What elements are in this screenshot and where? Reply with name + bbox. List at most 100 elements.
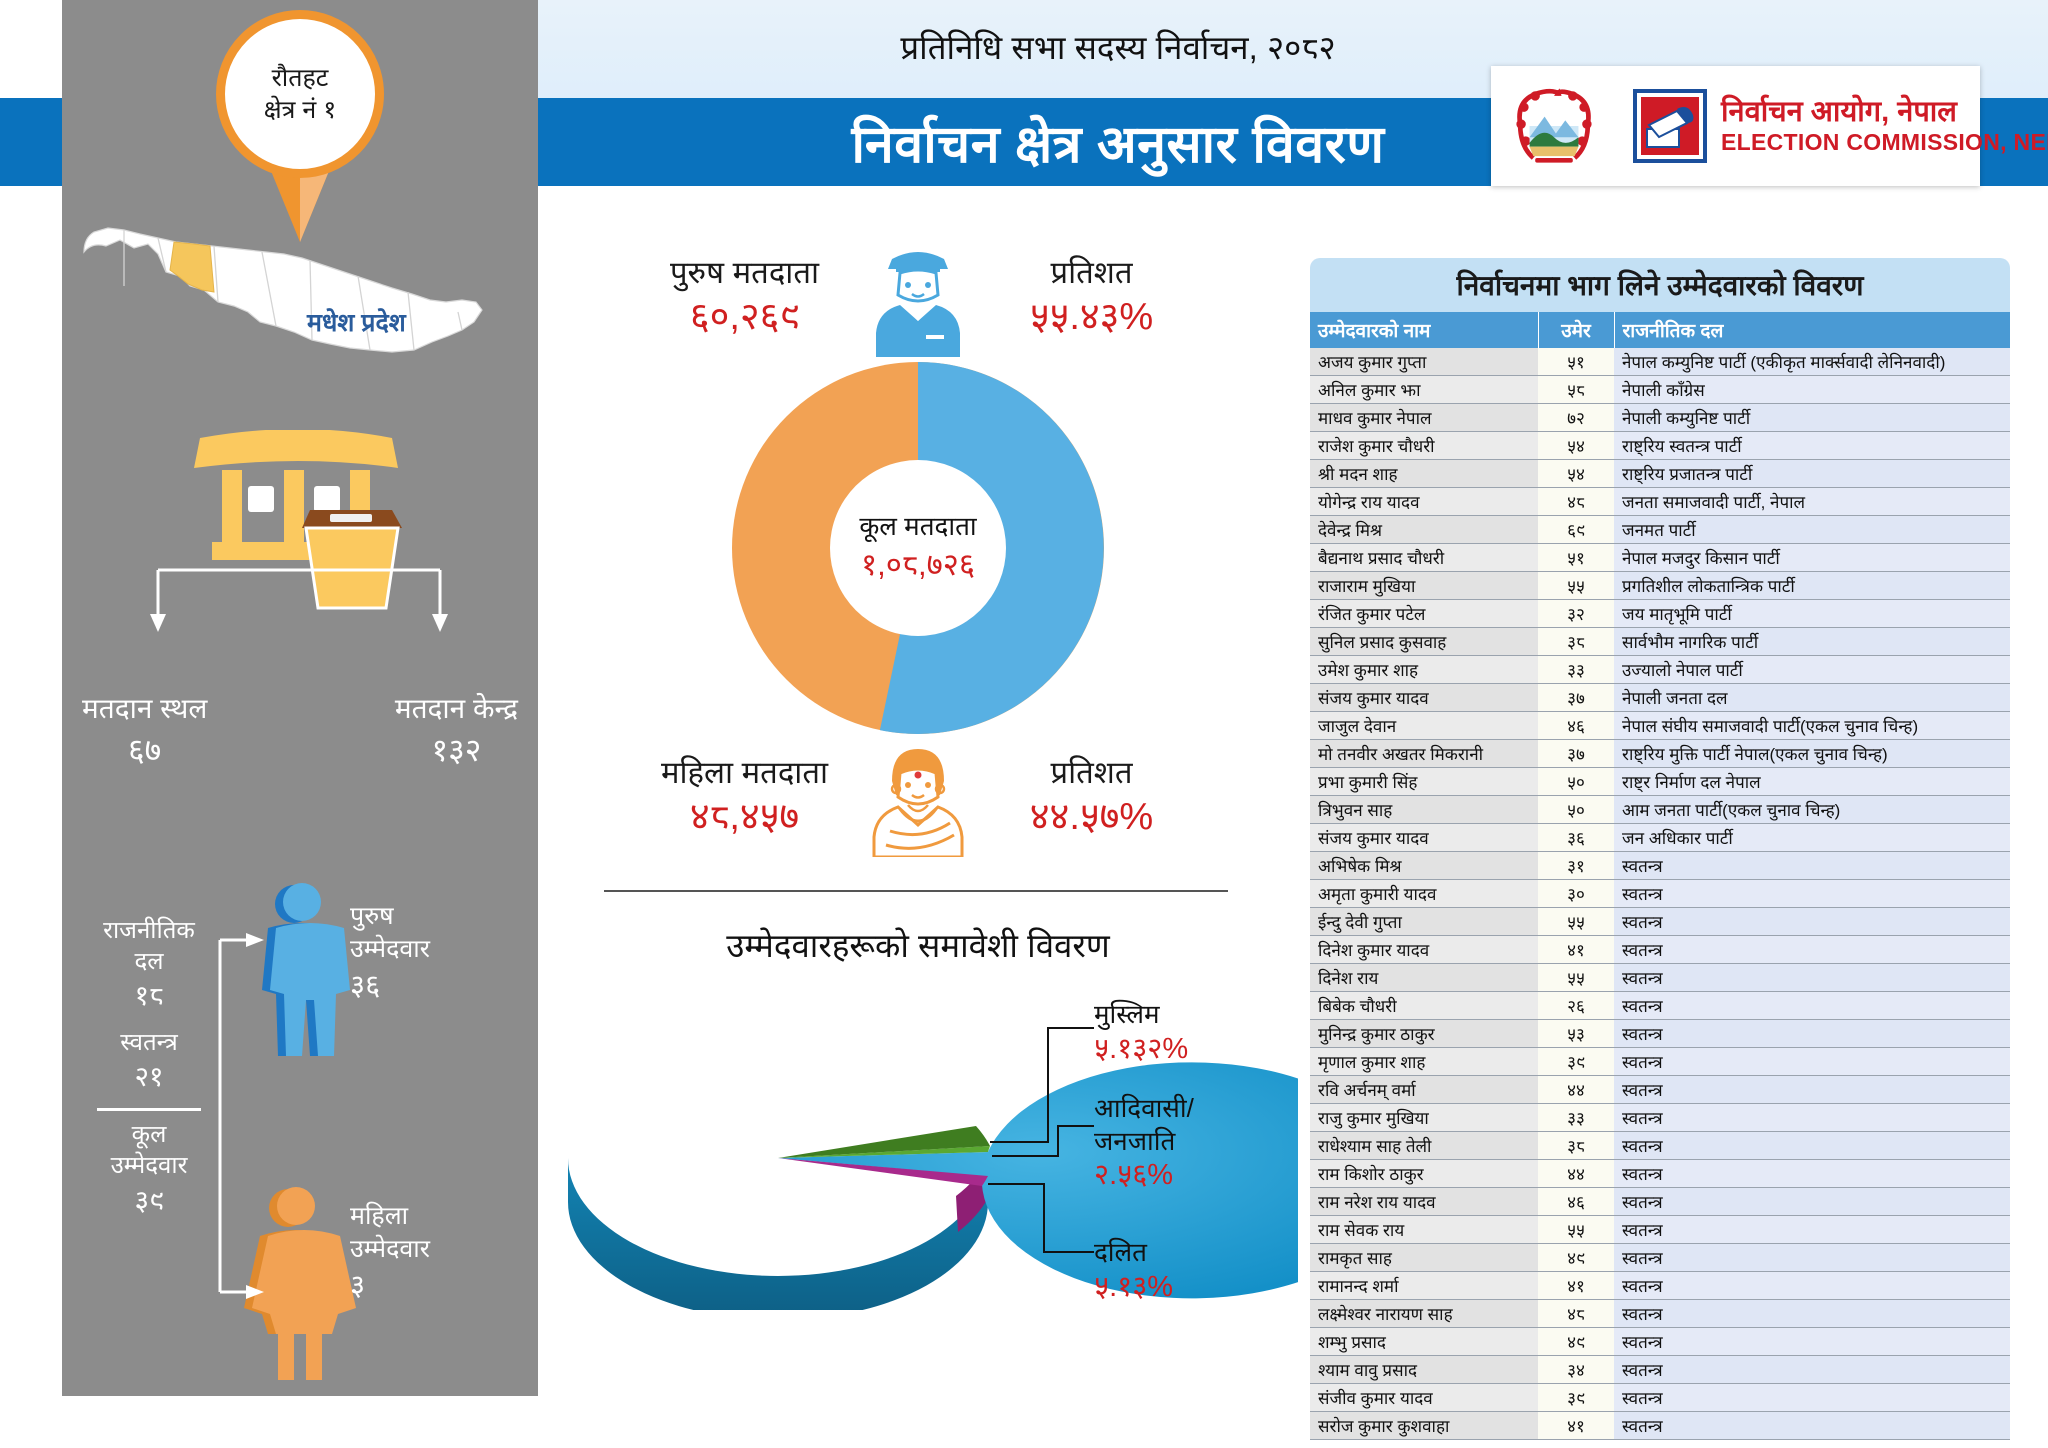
adivasi-label-line2: जनजाति bbox=[1094, 1125, 1176, 1156]
total-candidate-value: ३९ bbox=[134, 1184, 164, 1216]
cell-candidate-name: अजय कुमार गुप्ता bbox=[1310, 348, 1538, 376]
pie-chart-svg bbox=[568, 1027, 1402, 1320]
table-row: दिनेश कुमार यादव ४१ स्वतन्त्र bbox=[1310, 935, 2010, 964]
female-candidate-label-line2: उम्मेदवार bbox=[350, 1235, 431, 1263]
female-candidate-value: ३ bbox=[350, 1270, 366, 1302]
total-candidate-group: कूल उम्मेदवार ३९ bbox=[74, 1119, 224, 1219]
female-candidate-stat: महिला उम्मेदवार ३ bbox=[350, 1200, 530, 1306]
cell-age: ५४ bbox=[1538, 431, 1614, 460]
total-voter-label: कूल मतदाता bbox=[859, 511, 977, 542]
table-row: अभिषेक मिश्र ३१ स्वतन्त्र bbox=[1310, 851, 2010, 880]
male-voter-icon bbox=[876, 252, 960, 357]
cell-age: ३४ bbox=[1538, 1355, 1614, 1384]
polling-illustration bbox=[62, 429, 538, 730]
table-row: मुनिन्द्र कुमार ठाकुर ५३ स्वतन्त्र bbox=[1310, 1019, 2010, 1048]
cell-candidate-name: मो तनवीर अखतर मिकरानी bbox=[1310, 739, 1538, 768]
total-voter-value: १,०८,७२६ bbox=[861, 546, 975, 582]
table-row: राजेश कुमार चौधरी ५४ राष्ट्रिय स्वतन्त्र प… bbox=[1310, 431, 2010, 460]
table-row: सरोज कुमार कुशवाहा ४१ स्वतन्त्र bbox=[1310, 1411, 2010, 1440]
polling-center-value: १३२ bbox=[431, 731, 482, 768]
pie-callout-dalit: दलित ५.१३% bbox=[1094, 1236, 1173, 1305]
candidate-figures bbox=[218, 883, 356, 1380]
cell-party: नेपाल कम्युनिष्ट पार्टी (एकीकृत मार्क्सव… bbox=[1614, 348, 2010, 376]
cell-candidate-name: रवि अर्चनम् वर्मा bbox=[1310, 1075, 1538, 1104]
cell-age: ४६ bbox=[1538, 711, 1614, 740]
cell-age: ३८ bbox=[1538, 627, 1614, 656]
left-sidebar: मधेश प्रदेश रौतहट क्षेत्र नं १ bbox=[62, 0, 538, 1396]
cell-party: स्वतन्त्र bbox=[1614, 1131, 2010, 1160]
cell-candidate-name: बैद्यनाथ प्रसाद चौधरी bbox=[1310, 543, 1538, 572]
table-row: मो तनवीर अखतर मिकरानी ३७ राष्ट्रिय मुक्ति … bbox=[1310, 739, 2010, 768]
commission-name-en: ELECTION COMMISSION, NEPAL bbox=[1721, 128, 2048, 155]
cell-party: स्वतन्त्र bbox=[1614, 851, 2010, 880]
independent-candidate-group: स्वतन्त्र २१ bbox=[74, 1027, 224, 1096]
cell-age: ५५ bbox=[1538, 571, 1614, 600]
pie-slice-label-madheshi: मधेशी ८७.१८% bbox=[678, 1120, 828, 1190]
cell-candidate-name: माधव कुमार नेपाल bbox=[1310, 403, 1538, 432]
cell-candidate-name: राजेश कुमार चौधरी bbox=[1310, 431, 1538, 460]
cell-party: नेपाली काँग्रेस bbox=[1614, 375, 2010, 404]
cell-candidate-name: राजाराम मुखिया bbox=[1310, 571, 1538, 600]
table-row: अनिल कुमार झा ५८ नेपाली काँग्रेस bbox=[1310, 375, 2010, 404]
cell-age: ३९ bbox=[1538, 1047, 1614, 1076]
cell-candidate-name: राम सेवक राय bbox=[1310, 1215, 1538, 1244]
cell-party: राष्ट्रिय मुक्ति पार्टी नेपाल(एकल चुनाव … bbox=[1614, 739, 2010, 768]
cell-candidate-name: राम किशोर ठाकुर bbox=[1310, 1159, 1538, 1188]
cell-age: ४१ bbox=[1538, 1271, 1614, 1300]
table-caption: निर्वाचनमा भाग लिने उम्मेदवारको विवरण bbox=[1310, 258, 2010, 312]
table-row: रामानन्द शर्मा ४१ स्वतन्त्र bbox=[1310, 1271, 2010, 1300]
male-candidate-label-line1: पुरुष bbox=[350, 902, 394, 930]
cell-candidate-name: रंजित कुमार पटेल bbox=[1310, 599, 1538, 628]
pin-constituency-label: क्षेत्र नं १ bbox=[263, 96, 337, 124]
cell-party: नेपाली कम्युनिष्ट पार्टी bbox=[1614, 403, 2010, 432]
cell-party: नेपाल मजदुर किसान पार्टी bbox=[1614, 543, 2010, 572]
cell-age: ५४ bbox=[1538, 459, 1614, 488]
nepal-map-svg bbox=[83, 227, 483, 353]
cell-candidate-name: श्याम वावु प्रसाद bbox=[1310, 1355, 1538, 1384]
polling-center-label: मतदान केन्द्र bbox=[394, 693, 518, 724]
inclusion-chart-title: उम्मेदवारहरूको समावेशी विवरण bbox=[726, 927, 1110, 964]
cell-candidate-name: अमृता कुमारी यादव bbox=[1310, 879, 1538, 908]
cell-party: स्वतन्त्र bbox=[1614, 1187, 2010, 1216]
cell-candidate-name: मुनिन्द्र कुमार ठाकुर bbox=[1310, 1019, 1538, 1048]
cell-party: स्वतन्त्र bbox=[1614, 963, 2010, 992]
cell-party: स्वतन्त्र bbox=[1614, 1159, 2010, 1188]
cell-party: स्वतन्त्र bbox=[1614, 991, 2010, 1020]
callout-line-muslim bbox=[990, 1027, 1094, 1143]
cell-candidate-name: सरोज कुमार कुशवाहा bbox=[1310, 1411, 1538, 1440]
independent-label: स्वतन्त्र bbox=[120, 1029, 178, 1057]
table-row: रंजित कुमार पटेल ३२ जय मातृभूमि पार्टी bbox=[1310, 599, 2010, 628]
adivasi-label-line1: आदिवासी/ bbox=[1094, 1093, 1194, 1123]
candidate-table-panel: निर्वाचनमा भाग लिने उम्मेदवारको विवरण उम… bbox=[1310, 258, 2011, 1440]
cell-candidate-name: राजु कुमार मुखिया bbox=[1310, 1103, 1538, 1132]
female-voter-count-block: महिला मतदाता ४८,४५७ bbox=[637, 754, 852, 842]
nepal-map: मधेश प्रदेश bbox=[62, 190, 538, 375]
cell-party: प्रगतिशील लोकतान्त्रिक पार्टी bbox=[1614, 571, 2010, 600]
cell-party: नेपाली जनता दल bbox=[1614, 683, 2010, 712]
cell-party: स्वतन्त्र bbox=[1614, 1243, 2010, 1272]
table-row: राजु कुमार मुखिया ३३ स्वतन्त्र bbox=[1310, 1103, 2010, 1132]
cell-party: जन अधिकार पार्टी bbox=[1614, 823, 2010, 852]
cell-party: स्वतन्त्र bbox=[1614, 1383, 2010, 1412]
voter-gender-donut-chart: कूल मतदाता १,०८,७२६ bbox=[732, 362, 1104, 734]
pin-district-label: रौतहट bbox=[271, 64, 329, 92]
table-row: प्रभा कुमारी सिंह ५० राष्ट्र निर्माण दल ने… bbox=[1310, 767, 2010, 796]
cell-age: ६९ bbox=[1538, 515, 1614, 544]
donut-center-label: कूल मतदाता १,०८,७२६ bbox=[830, 460, 1006, 636]
cell-candidate-name: लक्ष्मेश्वर नारायण साह bbox=[1310, 1299, 1538, 1328]
nepal-emblem-icon bbox=[1516, 88, 1592, 163]
table-row: राधेश्याम साह तेली ३८ स्वतन्त्र bbox=[1310, 1131, 2010, 1160]
province-label: मधेश प्रदेश bbox=[307, 309, 406, 337]
male-voter-label: पुरुष मतदाता bbox=[669, 254, 820, 290]
pin-circle: रौतहट क्षेत्र नं १ bbox=[216, 10, 384, 178]
cell-candidate-name: अनिल कुमार झा bbox=[1310, 375, 1538, 404]
table-row: बैद्यनाथ प्रसाद चौधरी ५१ नेपाल मजदुर किसान… bbox=[1310, 543, 2010, 572]
female-voter-value: ४८,४५७ bbox=[689, 795, 800, 838]
cell-age: ५३ bbox=[1538, 1019, 1614, 1048]
male-voter-percent-block: प्रतिशत ५५.४३% bbox=[984, 254, 1199, 342]
table-row: अजय कुमार गुप्ता ५१ नेपाल कम्युनिष्ट पार्ट… bbox=[1310, 348, 2010, 376]
table-row: बिबेक चौधरी २६ स्वतन्त्र bbox=[1310, 991, 2010, 1020]
female-voter-percent-block: प्रतिशत ४४.५७% bbox=[984, 754, 1199, 842]
female-percent-value: ४४.५७% bbox=[1029, 795, 1154, 838]
cell-candidate-name: उमेश कुमार शाह bbox=[1310, 655, 1538, 684]
